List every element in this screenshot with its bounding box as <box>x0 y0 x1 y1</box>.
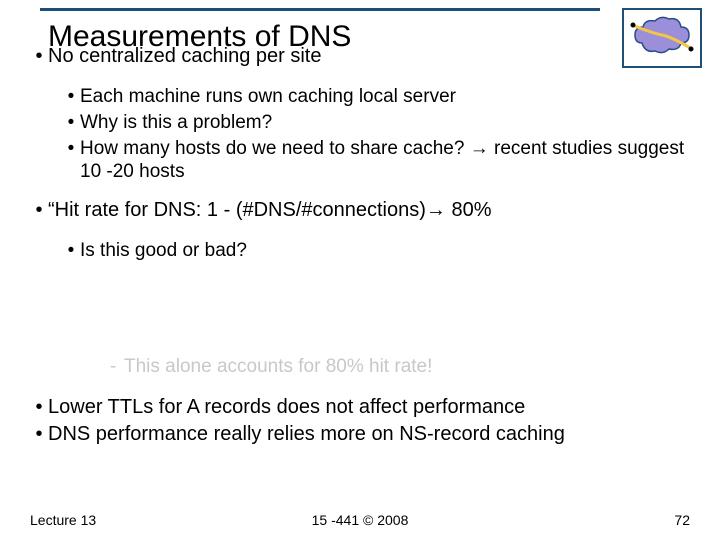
bullet-item: • Each machine runs own caching local se… <box>62 85 690 109</box>
bullet-item: • Why is this a problem? <box>62 111 690 135</box>
bullet-marker: • <box>62 137 80 185</box>
bullet-text: DNS performance really relies more on NS… <box>48 422 690 447</box>
bullet-text: Lower TTLs for A records does not affect… <box>48 395 690 420</box>
footer-center: 15 -441 © 2008 <box>312 512 409 528</box>
bullet-text: Each machine runs own caching local serv… <box>80 85 690 109</box>
bullet-item: • Is this good or bad? <box>62 239 690 263</box>
footer: Lecture 13 15 -441 © 2008 72 <box>0 512 720 528</box>
bullet-item: • “Hit rate for DNS: 1 - (#DNS/#connecti… <box>30 198 690 223</box>
bullet-text: “Hit rate for DNS: 1 - (#DNS/#connection… <box>48 198 690 223</box>
bullet-marker: • <box>30 44 48 69</box>
bullet-marker: • <box>62 85 80 109</box>
footer-left: Lecture 13 <box>30 512 96 528</box>
dash-marker: - <box>110 355 124 379</box>
bullet-text: No centralized caching per site <box>48 44 690 69</box>
bullet-item: • DNS performance really relies more on … <box>30 422 690 447</box>
content-area: • No centralized caching per site • Each… <box>30 42 690 447</box>
bullet-text: Is this good or bad? <box>80 239 690 263</box>
bullet-marker: • <box>30 198 48 223</box>
bullet-text: Why is this a problem? <box>80 111 690 135</box>
faded-bullet: - This alone accounts for 80% hit rate! <box>110 355 690 379</box>
bullet-marker: • <box>62 111 80 135</box>
divider-top <box>40 8 600 11</box>
bullet-marker: • <box>30 422 48 447</box>
bullet-item: • How many hosts do we need to share cac… <box>62 137 690 185</box>
footer-right: 72 <box>674 512 690 528</box>
bullet-marker: • <box>30 395 48 420</box>
bullet-marker: • <box>62 239 80 263</box>
bullet-text: How many hosts do we need to share cache… <box>80 137 690 185</box>
bullet-item: • No centralized caching per site <box>30 44 690 69</box>
bullet-item: • Lower TTLs for A records does not affe… <box>30 395 690 420</box>
faded-text: This alone accounts for 80% hit rate! <box>124 356 432 377</box>
